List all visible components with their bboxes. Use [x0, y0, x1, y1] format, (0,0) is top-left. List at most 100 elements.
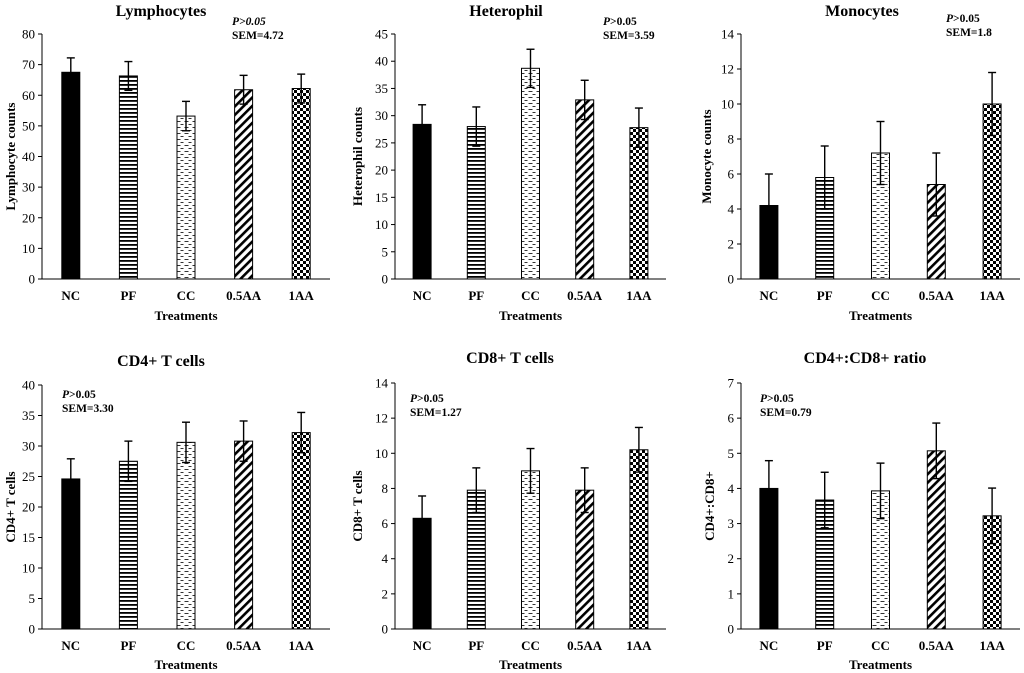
y-tick-label: 20: [22, 500, 35, 515]
category-label: 0.5AA: [919, 288, 955, 303]
y-tick-label: 2: [728, 237, 735, 252]
y-axis-label: CD4+:CD8+: [702, 471, 717, 541]
y-tick-label: 4: [382, 551, 389, 566]
y-tick-label: 30: [22, 439, 35, 454]
y-axis-label: Lymphocyte counts: [3, 103, 18, 211]
chart-title: Heterophil: [469, 3, 543, 20]
category-label: 1AA: [979, 638, 1005, 653]
category-label: 1AA: [626, 288, 652, 303]
category-label: NC: [61, 288, 80, 303]
p-value-note: P>0.05: [946, 13, 980, 25]
sem-note: SEM=3.59: [603, 30, 655, 42]
category-label: PF: [120, 288, 136, 303]
category-label: NC: [760, 638, 779, 653]
category-label: NC: [413, 288, 432, 303]
p-threshold: >0.05: [610, 16, 637, 28]
y-tick-label: 35: [22, 408, 35, 423]
y-tick-label: 8: [728, 132, 735, 147]
bar-NC: [412, 123, 432, 280]
p-value-note: P>0.05: [603, 16, 637, 28]
category-label: PF: [817, 288, 833, 303]
y-tick-label: 0: [728, 622, 735, 637]
y-tick-label: 2: [382, 586, 389, 601]
y-tick-label: 60: [22, 88, 35, 103]
y-tick-label: 1: [728, 586, 735, 601]
y-tick-label: 25: [375, 135, 388, 150]
x-axis-label: Treatments: [154, 308, 217, 323]
p-value-note: P>0.05: [232, 16, 266, 28]
chart-panel-5: CD8+ T cells 0 2 4 6 8 10 12 14 NC PF CC 0.5AA 1AA Tre…: [350, 350, 666, 672]
bar-1AA: [629, 449, 649, 630]
y-tick-label: 10: [375, 217, 388, 232]
category-label: CC: [521, 288, 540, 303]
bar-0.5AA: [234, 89, 254, 280]
chart-title: CD4+:CD8+ ratio: [804, 350, 927, 367]
bar-PF: [466, 126, 486, 280]
p-letter: P: [760, 393, 768, 405]
chart-panel-6: CD4+:CD8+ ratio 0 1 2 3 4 5 6 7 NC PF CC 0.5AA 1AA Tre…: [702, 350, 1020, 672]
y-tick-label: 5: [29, 591, 36, 606]
x-axis-label: Treatments: [499, 657, 562, 672]
sem-note: SEM=1.27: [410, 407, 462, 419]
category-label: 0.5AA: [919, 638, 955, 653]
category-label: 0.5AA: [567, 288, 603, 303]
p-letter: P: [603, 16, 611, 28]
y-axis-label: Heterophil counts: [350, 107, 365, 206]
p-letter: P: [946, 13, 954, 25]
y-tick-label: 40: [22, 378, 35, 393]
y-tick-label: 30: [375, 108, 388, 123]
y-tick-label: 0: [382, 272, 389, 287]
y-tick-label: 3: [728, 516, 735, 531]
y-tick-label: 6: [382, 516, 389, 531]
bar-PF: [118, 75, 138, 280]
category-label: PF: [468, 288, 484, 303]
sem-note: SEM=0.79: [760, 407, 812, 419]
y-tick-label: 5: [728, 446, 735, 461]
bar-1AA: [291, 88, 311, 280]
category-label: 1AA: [289, 288, 315, 303]
y-tick-label: 20: [375, 163, 388, 178]
chart-title: Lymphocytes: [116, 3, 207, 20]
p-value-note: P>0.05: [760, 393, 794, 405]
y-tick-label: 4: [728, 202, 735, 217]
x-axis-label: Treatments: [849, 657, 912, 672]
category-label: CC: [521, 638, 540, 653]
category-label: CC: [871, 288, 890, 303]
chart-panel-3: Monocytes 0 2 4 6 8 10 12 14 NC PF CC 0.5AA 1AA Treatm…: [699, 3, 1020, 323]
p-threshold: >0.05: [953, 13, 980, 25]
y-tick-label: 6: [728, 411, 735, 426]
y-tick-label: 10: [721, 97, 734, 112]
y-tick-label: 35: [375, 81, 388, 96]
y-tick-label: 14: [721, 27, 735, 42]
x-axis-label: Treatments: [499, 308, 562, 323]
y-tick-label: 14: [375, 376, 389, 391]
x-axis-label: Treatments: [849, 308, 912, 323]
y-tick-label: 20: [22, 210, 35, 225]
y-tick-label: 50: [22, 118, 35, 133]
y-tick-label: 80: [22, 27, 35, 42]
bar-CC: [521, 470, 540, 630]
chart-panel-4: CD4+ T cells 0 5 10 15 20 25 30 35 40 NC PF CC 0.5AA 1…: [3, 353, 330, 672]
y-tick-label: 0: [382, 622, 389, 637]
y-tick-label: 30: [22, 180, 35, 195]
p-threshold: >0.05: [69, 389, 96, 401]
y-tick-label: 10: [22, 241, 35, 256]
sem-note: SEM=1.8: [946, 27, 992, 39]
y-axis-label: CD4+ T cells: [3, 471, 18, 542]
category-label: CC: [177, 288, 196, 303]
y-tick-label: 15: [375, 190, 388, 205]
bar-1AA: [629, 127, 649, 280]
y-tick-label: 25: [22, 469, 35, 484]
y-tick-label: 15: [22, 530, 35, 545]
chart-title: Monocytes: [825, 3, 899, 20]
category-label: CC: [871, 638, 890, 653]
p-threshold: >0.05: [417, 393, 444, 405]
category-label: NC: [413, 638, 432, 653]
category-label: NC: [61, 638, 80, 653]
bar-CC: [176, 115, 196, 280]
p-value-note: P>0.05: [62, 389, 96, 401]
category-label: CC: [177, 638, 196, 653]
p-letter: P: [62, 389, 70, 401]
bar-NC: [61, 71, 81, 280]
